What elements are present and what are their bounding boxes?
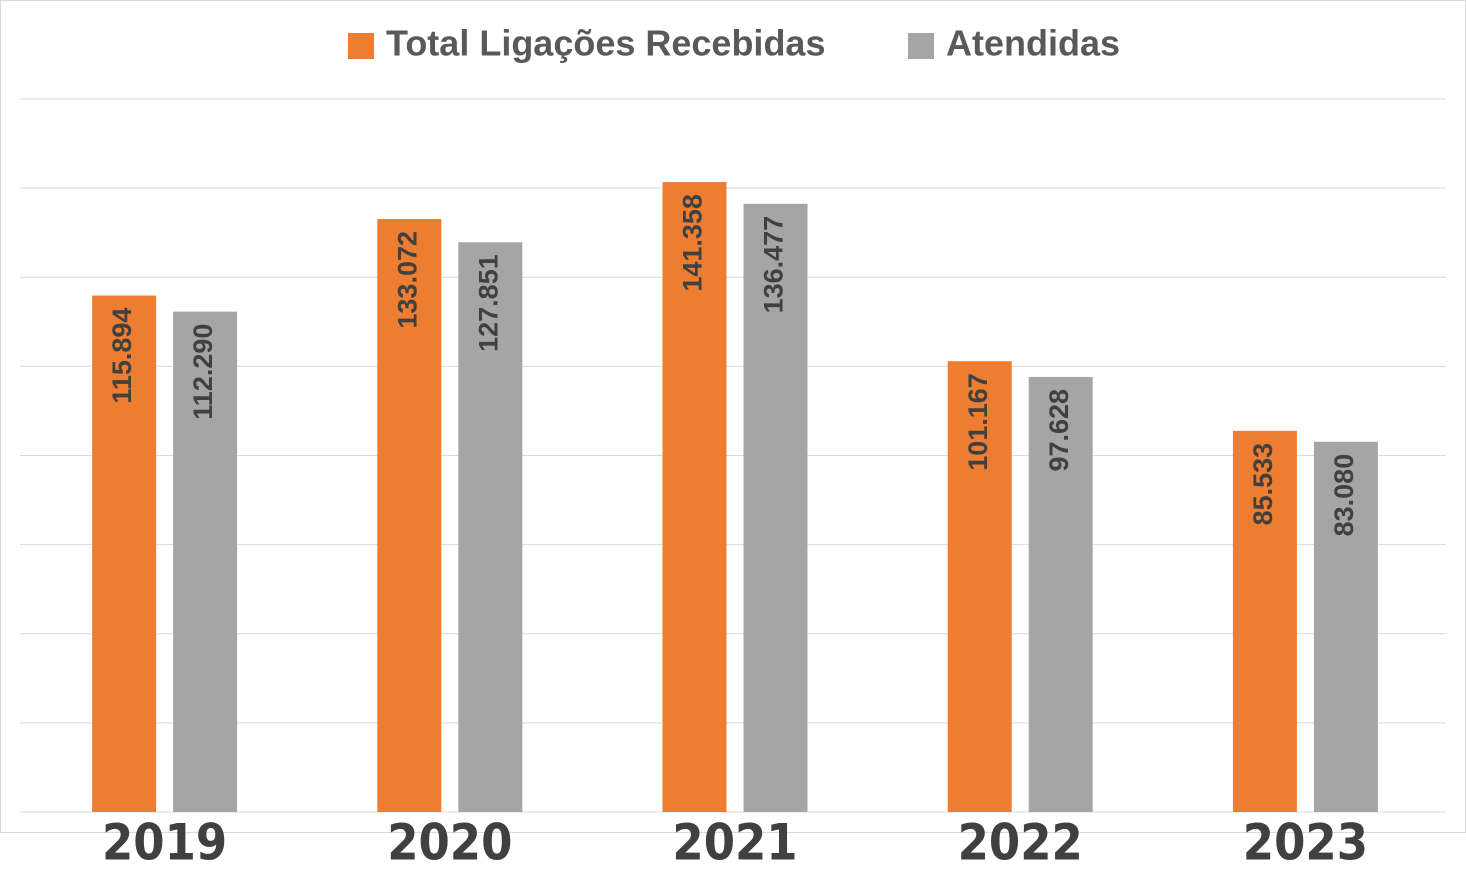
value-label: 83.080 xyxy=(1329,454,1359,537)
value-label: 133.072 xyxy=(392,231,422,329)
bar xyxy=(377,218,442,812)
bar xyxy=(662,182,727,812)
x-tick-label: 2023 xyxy=(1243,814,1368,871)
chart-border xyxy=(0,0,1466,833)
value-label: 112.290 xyxy=(188,324,218,420)
bar xyxy=(947,361,1012,812)
bar xyxy=(743,203,808,813)
bar xyxy=(1232,430,1297,812)
x-tick-label: 2019 xyxy=(102,814,227,871)
x-tick-label: 2020 xyxy=(387,814,512,871)
bar xyxy=(1313,441,1378,812)
x-tick-label: 2022 xyxy=(958,814,1083,871)
value-label: 127.851 xyxy=(473,254,503,352)
bar xyxy=(173,311,238,812)
value-label: 115.894 xyxy=(107,308,137,404)
value-label: 97.628 xyxy=(1044,389,1074,472)
value-label: 101.167 xyxy=(963,373,993,471)
value-label: 141.358 xyxy=(678,194,708,292)
bar xyxy=(1028,376,1093,812)
legend-label: Atendidas xyxy=(946,23,1120,64)
value-label: 85.533 xyxy=(1248,443,1278,526)
value-label: 136.477 xyxy=(759,216,789,314)
bar xyxy=(92,295,157,812)
legend-label: Total Ligações Recebidas xyxy=(386,23,825,64)
bar xyxy=(458,242,523,812)
legend-swatch xyxy=(908,33,934,59)
legend-swatch xyxy=(348,33,374,59)
x-tick-label: 2021 xyxy=(672,814,797,871)
